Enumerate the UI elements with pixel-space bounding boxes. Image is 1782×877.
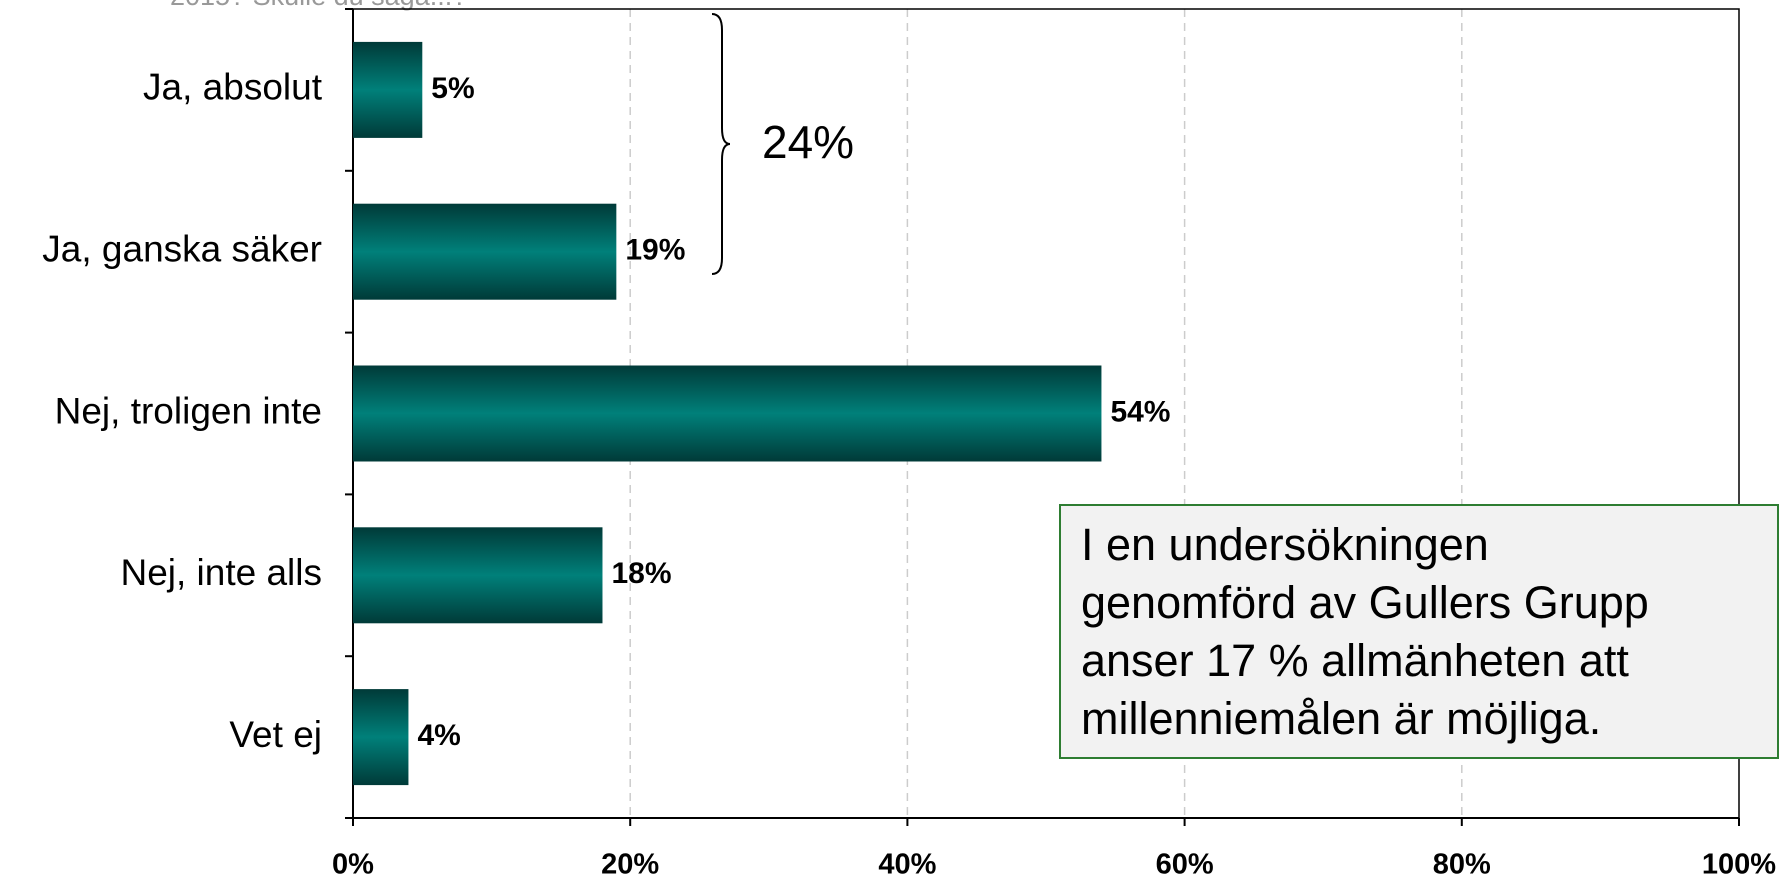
- x-tick-label: 0%: [332, 849, 374, 877]
- bar: [353, 203, 617, 300]
- text-box-line: millenniemålen är möjliga.: [1081, 693, 1601, 744]
- x-tick-label: 100%: [1702, 849, 1776, 877]
- y-tick-label: Ja, ganska säker: [42, 228, 322, 269]
- text-box-line: genomförd av Gullers Grupp: [1081, 577, 1649, 628]
- value-label: 19%: [625, 234, 685, 267]
- brace-annotation: 24%: [762, 116, 854, 168]
- y-tick-label: Ja, absolut: [143, 67, 323, 108]
- bar: [353, 365, 1102, 462]
- value-label: 54%: [1110, 395, 1170, 428]
- y-tick-label: Vet ej: [229, 714, 322, 755]
- text-box-line: anser 17 % allmänheten att: [1081, 635, 1629, 686]
- x-tick-label: 60%: [1156, 849, 1214, 877]
- value-label: 4%: [417, 719, 460, 752]
- text-box-line: I en undersökningen: [1081, 519, 1489, 570]
- bar: [353, 527, 603, 624]
- x-tick-label: 20%: [601, 849, 659, 877]
- y-tick-label: Nej, troligen inte: [55, 390, 322, 431]
- brace: [711, 13, 731, 275]
- y-tick-label: Nej, inte alls: [120, 552, 322, 593]
- text-box: [1059, 504, 1779, 759]
- x-tick-label: 40%: [878, 849, 936, 877]
- bar: [353, 41, 423, 138]
- value-label: 5%: [431, 72, 474, 105]
- bar: [353, 689, 409, 786]
- value-label: 18%: [611, 557, 671, 590]
- x-tick-label: 80%: [1433, 849, 1491, 877]
- subtitle: 2015? Skulle du säga...?: [170, 0, 467, 11]
